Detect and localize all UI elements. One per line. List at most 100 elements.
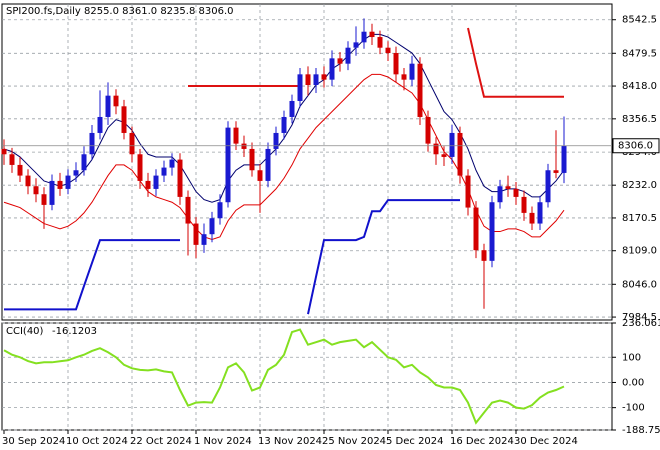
x-tick-label: 30 Sep 2024	[2, 436, 65, 447]
candle-body	[481, 250, 487, 261]
candle-body	[201, 234, 207, 245]
candle-body	[465, 175, 471, 208]
y-tick-label: -100	[622, 403, 645, 414]
candle-body	[89, 132, 95, 155]
y-tick-label: 8418.0	[622, 81, 657, 92]
candle-body	[425, 116, 431, 144]
cci-value: -16.1203	[52, 326, 97, 337]
candle-body	[257, 170, 263, 181]
candle-body	[49, 180, 55, 205]
candle-body	[57, 180, 63, 189]
candle-body	[273, 132, 279, 149]
candle-body	[385, 47, 391, 54]
candle-body	[281, 116, 287, 133]
candle-body	[313, 74, 319, 85]
candle-body	[329, 58, 335, 80]
candle-body	[521, 196, 527, 213]
y-tick-label: 8232.0	[622, 180, 657, 191]
candle-body	[249, 148, 255, 171]
y-tick-label: 8356.5	[622, 114, 657, 125]
candle-body	[305, 74, 311, 85]
last-price-box	[612, 138, 660, 154]
candle-body	[25, 175, 31, 187]
candle-body	[153, 175, 159, 189]
candle-body	[161, 167, 167, 176]
candle-body	[433, 143, 439, 155]
candle-body	[145, 180, 151, 189]
plot	[1, 18, 567, 425]
candle-body	[177, 159, 183, 197]
candle-body	[73, 170, 79, 176]
candle-body	[209, 218, 215, 235]
x-tick-label: 16 Dec 2024	[450, 436, 514, 447]
candle-body	[129, 132, 135, 155]
candle-body	[65, 175, 71, 189]
x-tick-label: 1 Nov 2024	[194, 436, 252, 447]
candle-body	[17, 164, 23, 176]
y-tick-label: 7984.5	[622, 312, 657, 323]
candle-body	[545, 170, 551, 203]
chart-title: SPI200.fs,Daily 8255.0 8361.0 8235.8 830…	[6, 6, 233, 17]
candle-body	[185, 196, 191, 224]
candle-body	[289, 100, 295, 117]
candle-body	[105, 95, 111, 117]
candle-body	[225, 127, 231, 203]
candle-body	[489, 202, 495, 261]
cci-panel	[1, 322, 613, 431]
candle-body	[505, 186, 511, 189]
candle-body	[353, 42, 359, 48]
candle-body	[513, 188, 519, 197]
y-tick-label: -188.7557	[622, 425, 660, 436]
y-tick-label: 100	[622, 352, 641, 363]
candle-body	[113, 95, 119, 107]
candle-body	[457, 132, 463, 176]
candle-body	[81, 154, 87, 171]
candle-body	[1, 148, 7, 155]
candle-body	[137, 154, 143, 181]
line	[4, 199, 460, 315]
candle-body	[321, 74, 327, 80]
x-tick-label: 13 Nov 2024	[258, 436, 322, 447]
y-tick-label: 8109.0	[622, 246, 657, 257]
candle-body	[449, 132, 455, 157]
y-tick-label: 8170.5	[622, 213, 657, 224]
candle-body	[401, 74, 407, 80]
candle-body	[217, 202, 223, 219]
x-tick-label: 10 Oct 2024	[66, 436, 128, 447]
line	[188, 27, 564, 98]
x-tick-label: 5 Dec 2024	[386, 436, 444, 447]
candle-body	[41, 194, 47, 205]
candle-body	[377, 37, 383, 48]
candle-body	[121, 106, 127, 133]
candle-body	[369, 31, 375, 38]
candle-body	[361, 31, 367, 43]
y-tick-label: 8046.0	[622, 279, 657, 290]
x-tick-label: 25 Nov 2024	[322, 436, 386, 447]
candle-body	[241, 143, 247, 149]
candle-body	[561, 145, 567, 173]
candle-body	[409, 63, 415, 80]
x-tick-label: 22 Oct 2024	[130, 436, 192, 447]
candle-body	[169, 159, 175, 168]
line	[3, 328, 565, 425]
candle-body	[297, 74, 303, 101]
candle-body	[265, 148, 271, 181]
candle-body	[473, 207, 479, 251]
y-tick-label: 8542.5	[622, 15, 657, 26]
grid	[2, 4, 612, 431]
cci-title: CCI(40)	[6, 326, 44, 337]
candle-body	[345, 47, 351, 64]
candle-body	[233, 127, 239, 144]
line	[3, 73, 565, 241]
price-panel	[1, 3, 613, 321]
y-tick-label: 8479.5	[622, 48, 657, 59]
candle-body	[417, 63, 423, 117]
last-price-label: 8306.0	[618, 141, 653, 152]
candle-body	[9, 154, 15, 165]
y-tick-label: 0.00	[622, 377, 644, 388]
candle-body	[441, 154, 447, 157]
candle-body	[553, 170, 559, 173]
candle-body	[497, 186, 503, 203]
x-tick-label: 30 Dec 2024	[514, 436, 578, 447]
